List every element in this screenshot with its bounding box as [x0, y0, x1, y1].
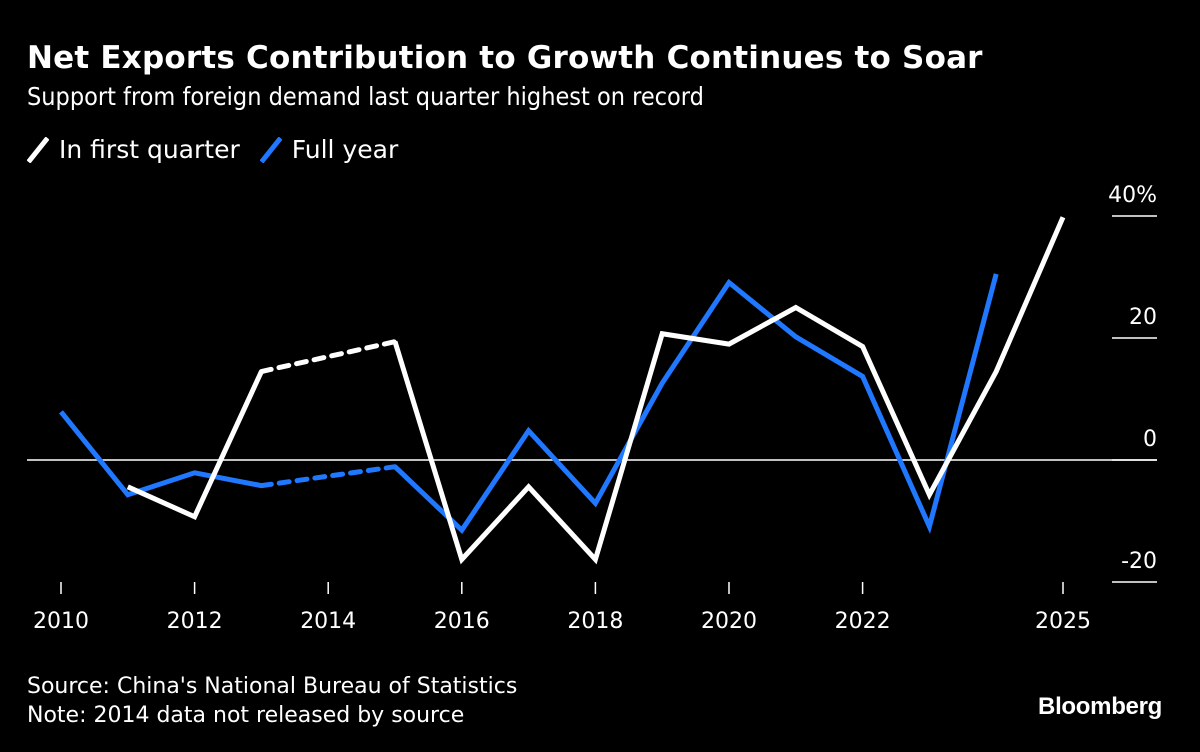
legend-item-first-quarter: In first quarter: [27, 135, 240, 164]
series-line-full-year: [393, 273, 999, 535]
y-tick-label: 20: [1129, 305, 1157, 330]
series-full-year: [59, 273, 999, 535]
x-tick-label: 2018: [567, 609, 623, 634]
footer: Source: China's National Bureau of Stati…: [27, 672, 517, 730]
chart-subtitle: Support from foreign demand last quarter…: [27, 82, 704, 111]
bloomberg-logo: Bloomberg: [1038, 693, 1162, 720]
legend-item-full-year: Full year: [259, 135, 399, 164]
x-tick-label: 2020: [701, 609, 757, 634]
y-axis: -20 0 20 40%: [27, 183, 1157, 583]
x-tick-label: 2010: [33, 609, 89, 634]
x-axis: 2010 2012 2014 2016 2018 2020 2022 2025: [33, 582, 1091, 634]
series-line-in-first-quarter: [126, 370, 264, 521]
source-note: Source: China's National Bureau of Stati…: [27, 674, 518, 699]
series-layer: [59, 216, 1066, 565]
legend: In first quarter Full year: [27, 135, 418, 164]
y-tick-label: -20: [1121, 549, 1157, 574]
series-in-first-quarter: [126, 216, 1066, 565]
chart-title: Net Exports Contribution to Growth Conti…: [27, 40, 983, 76]
x-tick-label: 2016: [434, 609, 490, 634]
series-gap-in-first-quarter: [258, 339, 398, 375]
data-note: Note: 2014 data not released by source: [27, 703, 465, 728]
x-tick-label: 2022: [835, 609, 891, 634]
x-tick-label: 2012: [167, 609, 223, 634]
x-tick-label: 2014: [300, 609, 356, 634]
legend-swatch-first-quarter: [27, 136, 49, 163]
series-line-full-year: [59, 410, 262, 498]
legend-label-full-year: Full year: [291, 135, 399, 164]
y-tick-label: 40%: [1108, 183, 1157, 208]
x-tick-label: 2025: [1035, 609, 1091, 634]
legend-label-first-quarter: In first quarter: [59, 135, 240, 164]
series-gap-full-year: [258, 464, 398, 489]
legend-swatch-full-year: [259, 136, 282, 163]
y-tick-label: 0: [1143, 427, 1157, 452]
series-line-in-first-quarter: [392, 216, 1066, 565]
